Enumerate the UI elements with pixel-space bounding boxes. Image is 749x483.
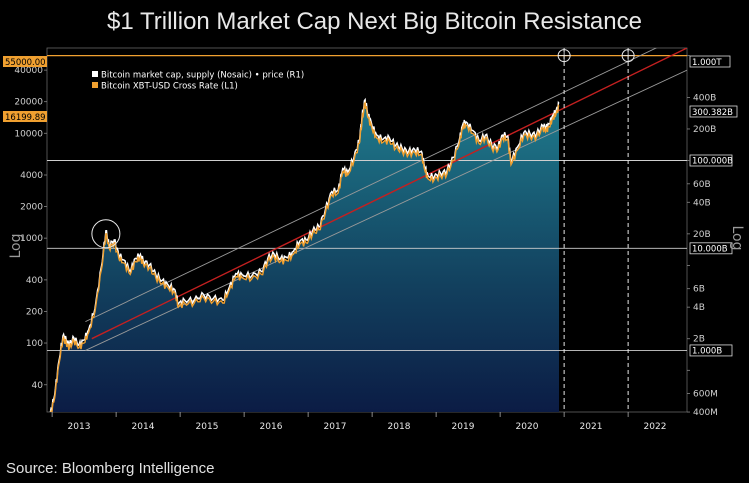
area-fill bbox=[47, 102, 559, 412]
center-trend-line bbox=[91, 48, 687, 340]
right-tick-label: 600M bbox=[693, 390, 718, 400]
legend-label-mcap: Bitcoin market cap, supply (Nosaic) • pr… bbox=[101, 71, 304, 81]
right-tick-label: 2B bbox=[693, 335, 705, 345]
right-tick-label: 4B bbox=[693, 303, 705, 313]
right-tick-label: 60B bbox=[693, 180, 711, 190]
left-tick-label: 40000 bbox=[14, 66, 43, 76]
x-tick-label: 2022 bbox=[644, 422, 667, 432]
upper-channel-line bbox=[85, 48, 658, 323]
x-tick-label: 2016 bbox=[260, 422, 283, 432]
legend: Bitcoin market cap, supply (Nosaic) • pr… bbox=[92, 71, 304, 92]
resistance-label-box bbox=[689, 344, 733, 357]
right-top-label: 1.000T bbox=[692, 58, 722, 68]
right-tick-label: 400B bbox=[693, 93, 716, 103]
resistance-label: 1.000B bbox=[692, 346, 722, 356]
left-axis-label: Log bbox=[8, 233, 24, 258]
legend-label-price: Bitcoin XBT-USD Cross Rate (L1) bbox=[101, 82, 238, 92]
highlight-circle bbox=[91, 219, 121, 249]
left-tick-label: 20000 bbox=[14, 98, 43, 108]
x-tick-label: 2021 bbox=[580, 422, 603, 432]
right-tick-label: 20B bbox=[693, 230, 711, 240]
x-tick-label: 2014 bbox=[132, 422, 155, 432]
right-tick-label: 200B bbox=[693, 125, 716, 135]
left-tick-label: 1000 bbox=[20, 234, 43, 244]
right-current-label: 300.382B bbox=[692, 108, 733, 118]
left-tick-label: 200 bbox=[26, 307, 43, 317]
left-tick-label: 4000 bbox=[20, 171, 43, 181]
x-tick-label: 2019 bbox=[452, 422, 475, 432]
left-tick-label: 100 bbox=[26, 339, 43, 349]
right-tick-label: 40B bbox=[693, 198, 711, 208]
resistance-label: 100.000B bbox=[692, 156, 733, 166]
right-top-highlight: 1.000T bbox=[689, 55, 731, 68]
right-tick-label: 400M bbox=[693, 408, 718, 418]
right-axis-label: Log bbox=[729, 225, 745, 250]
left-tick-label: 40 bbox=[32, 381, 44, 391]
left-current-highlight: 16199.89 bbox=[3, 111, 47, 123]
legend-swatch-mcap bbox=[92, 71, 98, 77]
price-series-line bbox=[50, 100, 560, 412]
left-tick-label: 2000 bbox=[20, 203, 43, 213]
x-tick-label: 2013 bbox=[68, 422, 91, 432]
chart-title: $1 Trillion Market Cap Next Big Bitcoin … bbox=[107, 8, 642, 35]
left-top-label: 55000.00 bbox=[5, 58, 46, 68]
source-caption: Source: Bloomberg Intelligence bbox=[6, 460, 215, 477]
resistance-label: 10.000B bbox=[692, 244, 728, 254]
left-tick-label: 400 bbox=[26, 276, 43, 286]
x-tick-label: 2017 bbox=[324, 422, 347, 432]
right-current-highlight: 300.382B bbox=[689, 105, 738, 118]
left-current-label: 16199.89 bbox=[5, 113, 46, 123]
resistance-label-box bbox=[689, 242, 733, 255]
legend-swatch-price bbox=[92, 82, 98, 88]
x-tick-label: 2020 bbox=[516, 422, 539, 432]
right-tick-label: 6B bbox=[693, 285, 705, 295]
x-tick-label: 2015 bbox=[196, 422, 219, 432]
left-top-highlight: 55000.00 bbox=[3, 56, 47, 68]
left-tick-label: 10000 bbox=[14, 129, 43, 139]
x-tick-label: 2018 bbox=[388, 422, 411, 432]
